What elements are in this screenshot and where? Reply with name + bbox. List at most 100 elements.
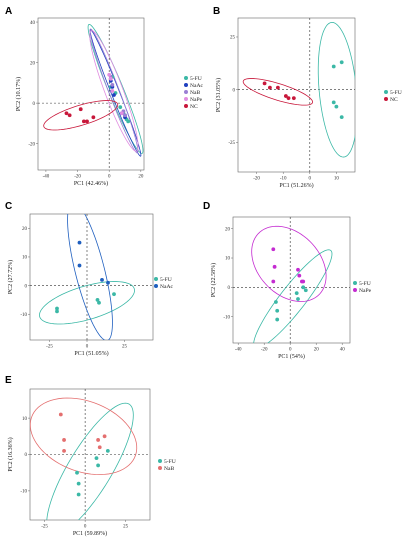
data-point-nab	[62, 448, 66, 453]
y-tick-label: -10	[223, 315, 230, 320]
panel-letter: B	[213, 6, 220, 17]
data-point-nab	[58, 412, 63, 417]
y-tick-label: 0	[25, 284, 28, 289]
pca-panel-a: A -40 -20 0 20 -20 0 20 40 PC1 (42.46%) PC2 (10.17…	[5, 6, 204, 187]
x-axis-label: PC1 (51.26%)	[279, 182, 313, 189]
data-point-nab	[96, 438, 101, 442]
y-tick-label: 0	[228, 286, 231, 291]
plot-frame	[29, 213, 154, 341]
y-axis-label: PC2 (16.36%)	[7, 437, 14, 471]
data-point-naac	[77, 263, 82, 268]
data-point-5-fu	[55, 306, 59, 311]
y-tick-label: -20	[28, 142, 35, 147]
y-tick-label: -10	[20, 313, 27, 318]
legend-marker	[184, 97, 188, 101]
x-tick-label: -20	[74, 175, 81, 180]
confidence-ellipse-nape	[89, 30, 139, 152]
x-tick-label: -25	[41, 525, 48, 530]
x-tick-label: 0	[86, 345, 89, 350]
data-point-naac	[77, 240, 82, 245]
x-tick-label: -25	[46, 345, 53, 350]
y-tick-label: 10	[22, 256, 28, 261]
data-point-nc	[283, 94, 288, 98]
x-tick-label: 10	[334, 177, 340, 182]
x-axis-label: PC1 (51.05%)	[74, 350, 108, 357]
data-point-5-fu	[303, 288, 308, 293]
data-point-nc	[78, 107, 83, 112]
plot-frame	[237, 17, 356, 173]
confidence-ellipse-nape	[251, 225, 327, 302]
data-point-nape	[272, 264, 277, 269]
data-point-5-fu	[94, 456, 99, 461]
y-tick-label: 0	[33, 102, 36, 107]
confidence-ellipse-5-fu	[253, 249, 333, 343]
legend-label: 5-FU	[160, 277, 172, 283]
data-point-5-fu	[275, 317, 280, 322]
legend-marker	[384, 97, 388, 101]
data-point-5-fu	[118, 105, 123, 110]
data-point-5-fu	[96, 463, 101, 468]
data-point-5-fu	[275, 308, 280, 313]
legend-marker	[353, 288, 357, 292]
confidence-ellipse-nc	[43, 100, 119, 131]
pca-panel-b: B -20 -10 0 10 -25 0 25 PC1 (51.26%) PC2 (31.05%)…	[213, 6, 402, 189]
data-point-nab	[102, 434, 107, 439]
data-point-5-fu	[105, 448, 110, 453]
data-point-5-fu	[331, 100, 336, 105]
plot-frame	[37, 17, 145, 171]
panel-letter: A	[5, 6, 12, 17]
y-axis-label: PC2 (22.58%)	[210, 263, 217, 297]
y-axis-label: PC2 (27.72%)	[7, 260, 14, 294]
confidence-ellipse-5-fu	[87, 23, 144, 154]
pca-panel-e: E -25 0 25 -10 0 10 PC1 (59.89%) PC2 (16.36%) 5-F…	[5, 375, 176, 537]
legend-label: NaAc	[160, 284, 174, 290]
data-point-5-fu	[97, 300, 101, 305]
data-point-5-fu	[76, 481, 81, 486]
data-point-nc	[291, 96, 296, 101]
y-tick-label: 10	[225, 257, 231, 262]
data-point-nape	[271, 247, 276, 252]
panel-letter: E	[5, 375, 12, 386]
data-point-nc	[81, 119, 86, 124]
data-point-naac	[106, 280, 110, 285]
x-tick-label: 0	[309, 177, 312, 182]
data-point-nape	[119, 111, 124, 116]
data-point-5-fu	[294, 291, 299, 296]
legend-label: NaPe	[359, 288, 372, 294]
data-point-5-fu	[126, 119, 131, 124]
y-tick-label: 0	[233, 88, 236, 93]
data-point-5-fu	[334, 104, 339, 109]
legend-marker	[158, 466, 162, 470]
legend-label: 5-FU	[190, 76, 202, 82]
legend-marker	[184, 90, 188, 94]
y-axis-label: PC2 (31.05%)	[215, 78, 222, 112]
y-tick-label: 40	[30, 21, 36, 26]
x-axis-label: PC1 (42.46%)	[74, 180, 108, 187]
data-point-nc	[64, 111, 69, 116]
data-point-nape	[296, 267, 300, 272]
data-point-5-fu	[274, 300, 278, 304]
y-tick-label: 0	[25, 453, 28, 458]
x-tick-label: 0	[289, 348, 292, 353]
x-tick-label: 40	[340, 348, 346, 353]
data-point-nape	[271, 279, 276, 284]
legend-label: NaB	[164, 466, 175, 472]
data-point-nc	[268, 85, 272, 90]
confidence-ellipse-nc	[242, 78, 314, 106]
data-point-nape	[110, 89, 115, 93]
legend-marker	[184, 76, 188, 80]
data-point-nape	[108, 76, 113, 81]
y-tick-label: 10	[22, 417, 28, 422]
legend-label: NaB	[190, 90, 201, 96]
legend-marker	[154, 284, 158, 288]
legend-label: 5-FU	[164, 459, 176, 465]
x-tick-label: 20	[138, 175, 144, 180]
data-point-5-fu	[331, 64, 336, 69]
legend-marker	[384, 90, 388, 94]
data-point-5-fu	[339, 60, 344, 65]
data-point-naac	[100, 277, 104, 282]
pca-panel-d: D -40 -20 0 20 40 -10 0 10 20 PC1 (54%) PC2 (22.58%…	[203, 201, 372, 360]
data-point-nc	[67, 113, 72, 118]
y-tick-label: -25	[228, 141, 235, 146]
confidence-ellipse-nab	[30, 397, 138, 476]
